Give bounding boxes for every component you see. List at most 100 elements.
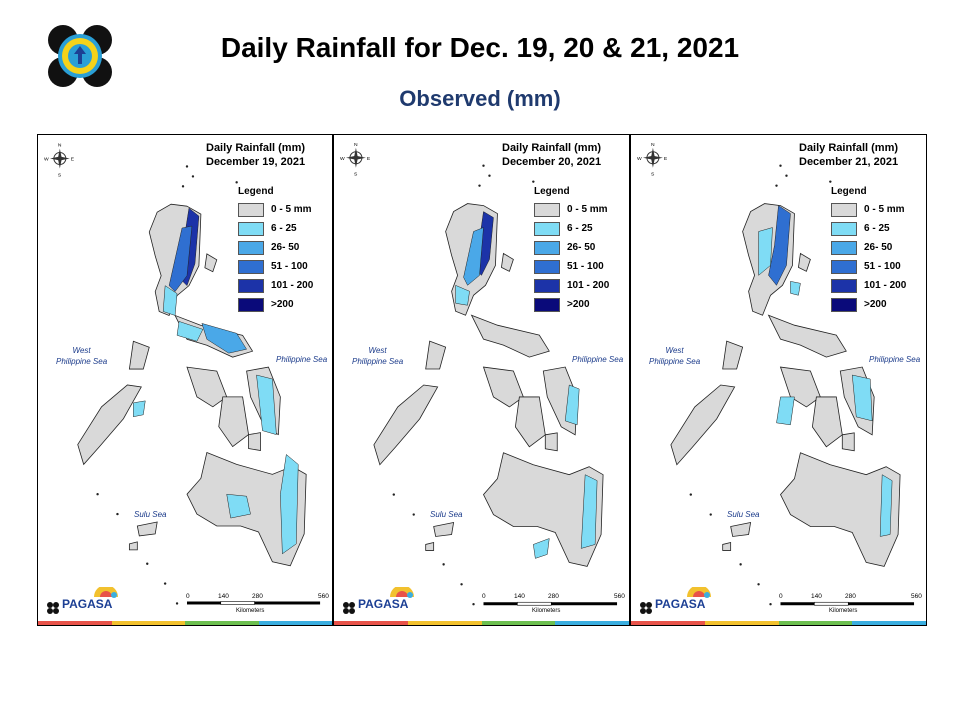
sea-label-sulu: Sulu Sea — [727, 510, 760, 519]
brand-stripe-segment — [334, 621, 408, 625]
landmass — [797, 252, 811, 272]
svg-text:N: N — [58, 143, 62, 149]
legend-label: 51 - 100 — [271, 261, 308, 272]
brand-stripe-segment — [555, 621, 629, 625]
scale-bar — [483, 601, 618, 606]
brand-stripe-segment — [38, 621, 112, 625]
scale-tick-label: 560 — [911, 593, 922, 600]
legend-swatch — [831, 279, 857, 293]
map-panel-dec21: N S E W Daily Rainfall (mm) December 21,… — [630, 134, 927, 626]
landmass — [483, 452, 604, 567]
landmass — [425, 541, 435, 551]
rainfall-area — [564, 384, 580, 426]
scale-unit: Kilometers — [829, 608, 858, 614]
sea-label-west-line2: Philippine Sea — [352, 357, 404, 366]
landmass — [544, 432, 558, 452]
brand-stripe-segment — [704, 621, 779, 625]
landmass — [730, 522, 752, 537]
landmass — [722, 340, 744, 370]
legend-label: 51 - 100 — [567, 261, 604, 272]
legend-label: 6 - 25 — [567, 223, 593, 234]
rainfall-area — [758, 227, 773, 276]
landmass — [841, 432, 855, 452]
island-dot — [460, 583, 463, 586]
legend-title: Legend — [534, 186, 570, 197]
panel-title: Daily Rainfall (mm) December 21, 2021 — [799, 141, 898, 169]
legend-swatch — [238, 279, 264, 293]
rainfall-area — [201, 323, 247, 354]
landmass — [500, 252, 514, 272]
island-dot — [181, 185, 185, 188]
scale-bar — [186, 601, 321, 605]
brand-stripe — [38, 621, 332, 625]
pagasa-mark-icon — [343, 587, 414, 614]
legend-swatch — [534, 279, 560, 293]
legend-swatch — [534, 260, 560, 274]
scale-tick-label: 0 — [482, 593, 486, 600]
pagasa-wordmark: PAGASA — [62, 597, 113, 611]
legend-label: >200 — [864, 299, 887, 310]
scale-tick-label: 140 — [811, 593, 822, 600]
legend-swatch — [831, 203, 857, 217]
scale-tick-label: 0 — [186, 593, 190, 600]
island-dot — [689, 493, 692, 496]
legend-title: Legend — [238, 186, 274, 197]
sea-label-east: Philippine Sea — [276, 355, 328, 364]
brand-stripe — [334, 621, 629, 625]
legend-label: 26- 50 — [864, 242, 893, 253]
pagasa-mark-icon — [640, 587, 711, 614]
island-dot — [488, 174, 491, 177]
legend-label: 101 - 200 — [864, 280, 907, 291]
island-dot — [532, 180, 535, 183]
panel-date: December 21, 2021 — [799, 156, 899, 168]
legend-swatch — [831, 260, 857, 274]
sea-label-west-line1: West — [665, 346, 684, 355]
island-dot — [785, 174, 788, 177]
map-panel-dec19: N S E W Daily Rainfall (mm) December 19,… — [37, 134, 333, 626]
sea-label-west-line1: West — [72, 346, 91, 355]
island-dot — [412, 513, 415, 516]
island-dot — [175, 602, 179, 605]
island-dot — [191, 175, 195, 178]
island-dot — [739, 563, 742, 566]
island-dot — [472, 603, 475, 606]
brand-stripe-segment — [407, 621, 482, 625]
landmass — [482, 366, 524, 408]
island-dot — [185, 165, 189, 168]
rainfall-area — [133, 400, 146, 418]
legend-label: 26- 50 — [567, 242, 596, 253]
landmass — [373, 384, 439, 466]
island-dot — [709, 513, 712, 516]
legend-swatch — [831, 222, 857, 236]
legend-swatch — [534, 222, 560, 236]
rainfall-area — [851, 374, 873, 422]
landmass — [767, 314, 847, 358]
legend-swatch — [534, 203, 560, 217]
sea-label-west-line2: Philippine Sea — [56, 357, 108, 366]
philippines-map: N S E W — [340, 142, 618, 606]
island-dot — [478, 184, 481, 187]
island-dot — [442, 563, 445, 566]
pagasa-mark-icon — [47, 587, 118, 614]
svg-text:W: W — [637, 156, 642, 162]
legend-label: 0 - 5 mm — [567, 204, 608, 215]
panel-title: Daily Rainfall (mm) December 20, 2021 — [502, 141, 601, 169]
brand-stripe-segment — [631, 621, 705, 625]
philippines-map: N S E W — [637, 142, 915, 606]
island-dot — [235, 181, 238, 184]
landmass — [514, 396, 546, 448]
legend-label: 0 - 5 mm — [271, 204, 312, 215]
landmass — [218, 396, 249, 448]
island-dot — [392, 493, 395, 496]
scale-tick-label: 280 — [252, 593, 263, 600]
pagasa-wordmark: PAGASA — [358, 597, 409, 611]
brand-stripe-segment — [778, 621, 853, 625]
legend-label: >200 — [567, 299, 590, 310]
landmass — [470, 314, 550, 358]
scale-tick-label: 140 — [218, 593, 229, 600]
legend-label: 0 - 5 mm — [864, 204, 905, 215]
island-dot — [779, 164, 782, 167]
landmass — [186, 366, 228, 408]
legend-label: 101 - 200 — [271, 280, 314, 291]
landmass — [811, 396, 843, 448]
